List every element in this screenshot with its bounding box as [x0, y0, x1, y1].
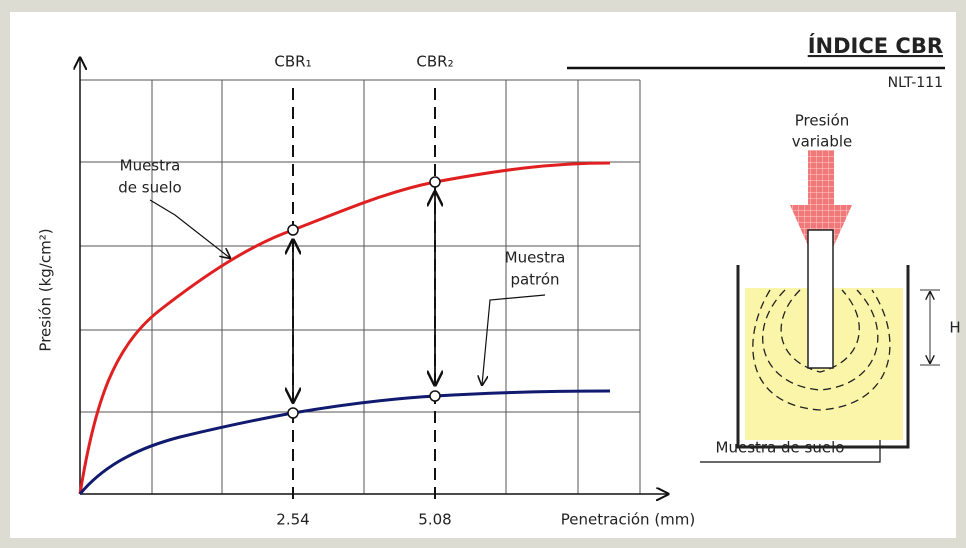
load-label: Presión: [795, 112, 850, 130]
piston: [808, 230, 833, 368]
x-tick-label: 2.54: [276, 511, 309, 529]
height-label: H: [949, 319, 960, 337]
title: ÍNDICE CBR: [808, 33, 943, 58]
soil-label: Muestra: [120, 157, 181, 175]
soil-label: de suelo: [118, 179, 181, 197]
marker-label: CBR₁: [274, 53, 311, 71]
marker-label: CBR₂: [416, 53, 453, 71]
code: NLT-111: [888, 75, 943, 91]
cbr-diagram: CBR₁ CBR₂ Muestra de suelo Muestra patró…: [0, 0, 966, 548]
standard-label: patrón: [510, 271, 559, 289]
x-tick-label: 5.08: [418, 511, 451, 529]
x-axis-label: Penetración (mm): [561, 511, 696, 529]
y-axis-label: Presión (kg/cm²): [37, 228, 55, 351]
load-label: variable: [792, 133, 853, 151]
standard-label: Muestra: [505, 249, 566, 267]
sample-label: Muestra de suelo: [716, 439, 845, 457]
